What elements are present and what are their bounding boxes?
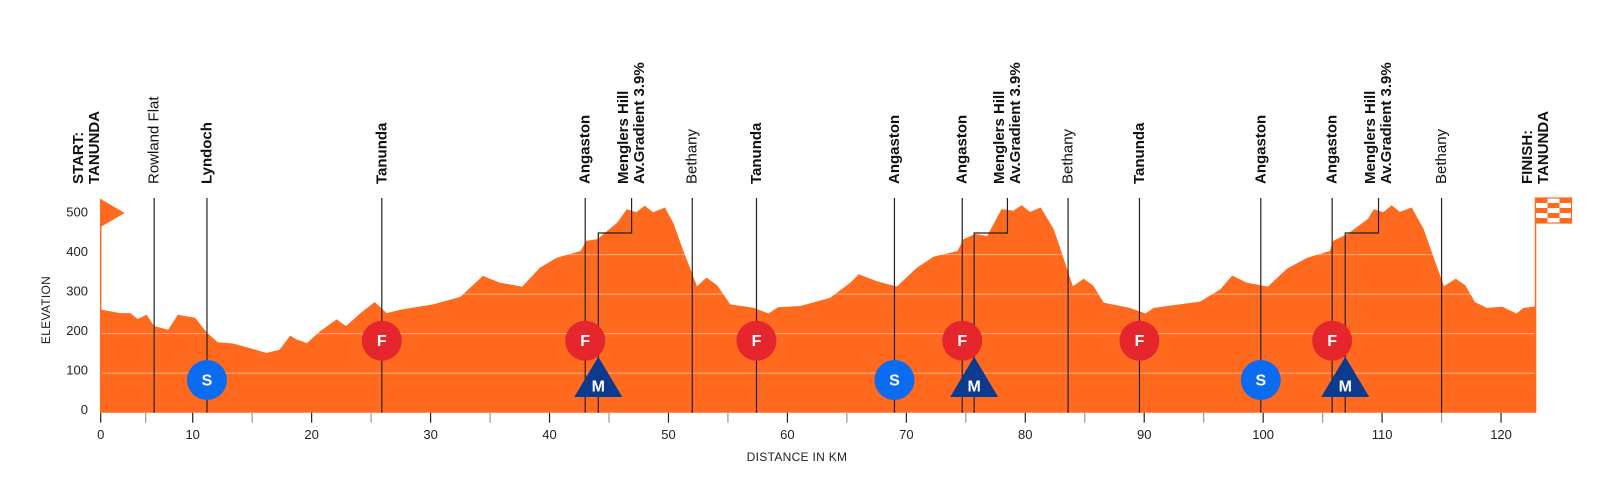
badge-letter: S [1255, 373, 1266, 390]
elevation-profile-area [100, 205, 1536, 413]
flag-check [1559, 218, 1572, 223]
x-tick-label: 120 [1490, 427, 1512, 442]
waypoint-label: Angaston [886, 115, 903, 184]
waypoint-label: Angaston [577, 115, 594, 184]
x-tick-label: 90 [1137, 427, 1151, 442]
feed-zone-badge-icon: F [1312, 320, 1353, 361]
feed-zone-badge-icon: F [736, 320, 777, 361]
badge-circle [942, 320, 983, 361]
feed-zone-badge-icon: F [942, 320, 983, 361]
sprint-badge-icon: S [874, 360, 915, 400]
badge-letter: M [1339, 379, 1352, 396]
y-tick-label: 500 [66, 205, 88, 220]
feed-zone-badge-icon: F [565, 320, 606, 361]
x-tick-label: 20 [304, 427, 318, 442]
badge-circle [736, 320, 777, 361]
finish-label: TANUNDA [1535, 111, 1552, 184]
mountain-climb-badge-icon: M [574, 356, 623, 397]
x-tick-label: 50 [661, 427, 675, 442]
flag-check [1559, 208, 1572, 213]
finish-label: FINISH: [1519, 130, 1536, 184]
climb-leader-line [1344, 198, 1380, 413]
climb-label: Menglers Hill [991, 91, 1008, 184]
mountain-climb-badge-icon: M [1321, 356, 1370, 397]
x-axis-title: DISTANCE IN KM [747, 450, 848, 464]
climb-label: Av.Gradient 3.9% [1378, 62, 1395, 184]
mountain-triangle [574, 356, 623, 397]
mountain-triangle [950, 356, 999, 397]
climb-leader-line [597, 198, 633, 413]
waypoint-label: Tanunda [1131, 122, 1148, 184]
x-tick-label: 10 [185, 427, 199, 442]
waypoint-label: Tanunda [748, 122, 765, 184]
x-tick-label: 110 [1372, 427, 1393, 442]
y-axis-title: ELEVATION [39, 276, 53, 344]
badge-circle [874, 360, 915, 400]
waypoint-label: Angaston [1324, 115, 1341, 184]
badge-circle [1119, 320, 1160, 361]
flag-check [1535, 208, 1548, 213]
start-flag-icon [100, 199, 125, 227]
waypoint-label: Tanunda [373, 122, 390, 184]
y-tick-label: 0 [81, 402, 88, 417]
badge-circle [186, 360, 227, 400]
climb-label: Av.Gradient 3.9% [1007, 62, 1024, 184]
waypoint-label: Bethany [1060, 128, 1077, 184]
start-label: START: [70, 132, 87, 184]
waypoint-label: Bethany [684, 128, 701, 184]
climb-label: Av.Gradient 3.9% [631, 62, 648, 184]
y-tick-label: 300 [66, 284, 88, 299]
badge-letter: M [592, 379, 605, 396]
finish-checkered-flag-icon [1534, 197, 1573, 224]
x-tick-label: 60 [780, 427, 794, 442]
badge-circle [361, 320, 402, 361]
waypoint-label: Rowland Flat [146, 96, 163, 184]
badge-letter: F [377, 333, 387, 350]
badge-letter: F [1327, 333, 1337, 350]
flag-check [1535, 198, 1548, 203]
climb-label: Menglers Hill [1362, 91, 1379, 184]
climb-leader-line [973, 198, 1009, 413]
x-tick-label: 40 [542, 427, 556, 442]
badge-letter: S [889, 373, 900, 390]
waypoint-label: Angaston [954, 115, 971, 184]
flag-check [1547, 213, 1560, 218]
waypoint-label: Bethany [1433, 128, 1450, 184]
badge-letter: S [202, 373, 213, 390]
badge-circle [565, 320, 606, 361]
x-tick-label: 80 [1018, 427, 1032, 442]
mountain-climb-badge-icon: M [950, 356, 999, 397]
flag-check [1559, 198, 1572, 203]
x-tick-label: 30 [423, 427, 437, 442]
badge-letter: F [957, 333, 967, 350]
x-tick-label: 100 [1252, 427, 1274, 442]
y-tick-label: 400 [66, 244, 88, 259]
y-tick-label: 100 [66, 363, 88, 378]
waypoint-label: Angaston [1252, 115, 1269, 184]
badge-letter: F [752, 333, 762, 350]
feed-zone-badge-icon: F [1119, 320, 1160, 361]
y-tick-label: 200 [66, 323, 88, 338]
sprint-badge-icon: S [186, 360, 227, 400]
x-tick-label: 0 [97, 427, 104, 442]
feed-zone-badge-icon: F [361, 320, 402, 361]
sprint-badge-icon: S [1240, 360, 1281, 400]
badge-letter: F [580, 333, 590, 350]
mountain-triangle [1321, 356, 1370, 397]
badge-circle [1240, 360, 1281, 400]
x-tick-label: 70 [899, 427, 913, 442]
start-label: TANUNDA [86, 111, 103, 184]
badge-circle [1312, 320, 1353, 361]
badge-letter: M [967, 379, 980, 396]
badge-letter: F [1135, 333, 1145, 350]
flag-check [1547, 203, 1560, 208]
waypoint-label: Lyndoch [198, 122, 215, 184]
flag-check [1535, 218, 1548, 223]
climb-label: Menglers Hill [615, 91, 632, 184]
